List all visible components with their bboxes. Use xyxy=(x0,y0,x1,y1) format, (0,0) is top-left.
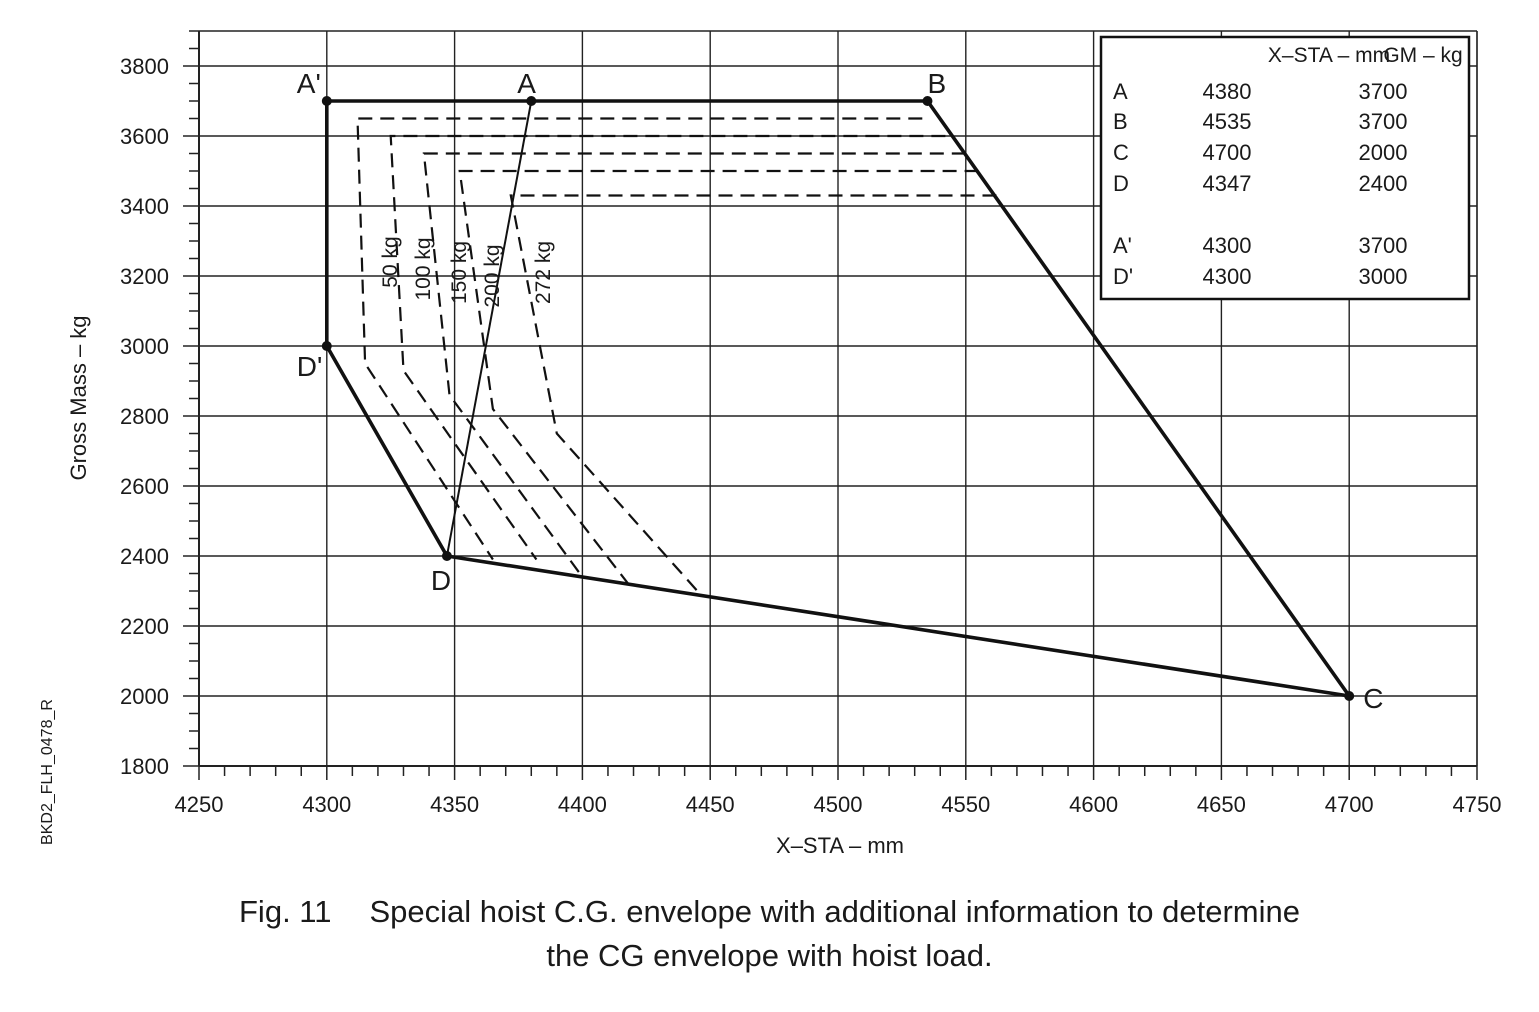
hoist-load-label: 150 kg xyxy=(448,241,471,304)
x-tick-label: 4550 xyxy=(941,792,990,817)
table-cell-xsta: 4300 xyxy=(1203,233,1252,258)
hoist-load-label: 50 kg xyxy=(379,236,402,287)
caption-line-2: the CG envelope with hoist load. xyxy=(546,938,993,973)
caption-text-1: Special hoist C.G. envelope with additio… xyxy=(369,894,1300,929)
table-header: X–STA – mm xyxy=(1268,44,1390,67)
table-cell-gm: 3700 xyxy=(1359,79,1408,104)
y-tick-label: 2600 xyxy=(120,474,169,499)
envelope-outline xyxy=(325,99,1354,699)
table-cell-point: D' xyxy=(1113,264,1133,289)
x-tick-label: 4750 xyxy=(1453,792,1502,817)
hoist-load-lines xyxy=(356,117,997,592)
tick-labels: 4250 4300 4350 4400 4450 4500 4550 4600 4650 4700… xyxy=(120,54,1501,817)
y-tick-label: 2800 xyxy=(120,404,169,429)
envelope-point xyxy=(321,96,332,106)
table-cell-point: D xyxy=(1113,171,1129,196)
caption-line-1: Fig. 11 Special hoist C.G. envelope with … xyxy=(0,890,1539,934)
point-label: D xyxy=(431,565,451,596)
hoist-load-line xyxy=(356,117,923,561)
y-tick-label: 2400 xyxy=(120,544,169,569)
y-tick-label: 1800 xyxy=(120,754,169,779)
hoist-load-line xyxy=(422,152,966,578)
table-cell-xsta: 4380 xyxy=(1203,79,1252,104)
envelope-point xyxy=(1344,691,1355,701)
x-tick-label: 4350 xyxy=(430,792,479,817)
y-tick-label: 2200 xyxy=(120,614,169,639)
table-cell-xsta: 4700 xyxy=(1203,140,1252,165)
x-tick-label: 4450 xyxy=(686,792,735,817)
point-label: B xyxy=(927,68,946,99)
y-tick-label: 3800 xyxy=(120,54,169,79)
envelope-point xyxy=(441,551,452,561)
y-tick-label: 3200 xyxy=(120,264,169,289)
table-cell-xsta: 4535 xyxy=(1203,109,1252,134)
x-tick-label: 4500 xyxy=(814,792,863,817)
minor-ticks xyxy=(183,30,1478,780)
table-frame xyxy=(1099,35,1471,301)
line-a-d xyxy=(445,100,533,557)
y-axis-label: Gross Mass – kg xyxy=(66,315,91,480)
envelope-point xyxy=(922,96,933,106)
point-label: C xyxy=(1363,683,1383,714)
y-tick-label: 3000 xyxy=(120,334,169,359)
x-tick-label: 4600 xyxy=(1069,792,1118,817)
hoist-load-line xyxy=(389,134,946,561)
cg-envelope xyxy=(321,96,1355,701)
point-label: A xyxy=(517,68,536,99)
table-cell-point: B xyxy=(1113,109,1128,134)
table-cell-point: A' xyxy=(1113,233,1132,258)
y-tick-label: 3600 xyxy=(120,124,169,149)
point-label: D' xyxy=(297,351,323,382)
hoist-load-label: 272 kg xyxy=(532,241,555,304)
table-cell-gm: 3700 xyxy=(1359,233,1408,258)
table-cell-gm: 2400 xyxy=(1359,171,1408,196)
y-tick-label: 2000 xyxy=(120,684,169,709)
y-tick-label: 3400 xyxy=(120,194,169,219)
hoist-load-labels: 50 kg 100 kg 150 kg 200 kg 272 kg xyxy=(379,236,555,307)
figure-side-code: BKD2_FLH_0478_R xyxy=(39,699,56,845)
hoist-load-label: 100 kg xyxy=(412,237,435,300)
point-label: A' xyxy=(297,68,321,99)
table-header: GM – kg xyxy=(1383,44,1462,67)
hoist-load-line xyxy=(458,169,979,585)
table-cell-point: A xyxy=(1113,79,1128,104)
table-cell-point: C xyxy=(1113,140,1129,165)
x-axis-label: X–STA – mm xyxy=(776,833,904,858)
x-tick-label: 4300 xyxy=(302,792,351,817)
x-tick-label: 4400 xyxy=(558,792,607,817)
table-cell-gm: 3000 xyxy=(1359,264,1408,289)
hoist-load-line xyxy=(509,194,997,592)
table-cell-xsta: 4347 xyxy=(1203,171,1252,196)
envelope-point xyxy=(526,96,537,106)
table-cell-gm: 3700 xyxy=(1359,109,1408,134)
table-cell-gm: 2000 xyxy=(1359,140,1408,165)
figure-number: Fig. 11 xyxy=(239,894,332,929)
table-cell-xsta: 4300 xyxy=(1203,264,1252,289)
x-tick-label: 4250 xyxy=(175,792,224,817)
envelope-point xyxy=(321,341,332,351)
x-tick-label: 4650 xyxy=(1197,792,1246,817)
figure-caption: Fig. 11 Special hoist C.G. envelope with … xyxy=(0,890,1539,978)
x-tick-label: 4700 xyxy=(1325,792,1374,817)
hoist-load-label: 200 kg xyxy=(481,244,504,307)
